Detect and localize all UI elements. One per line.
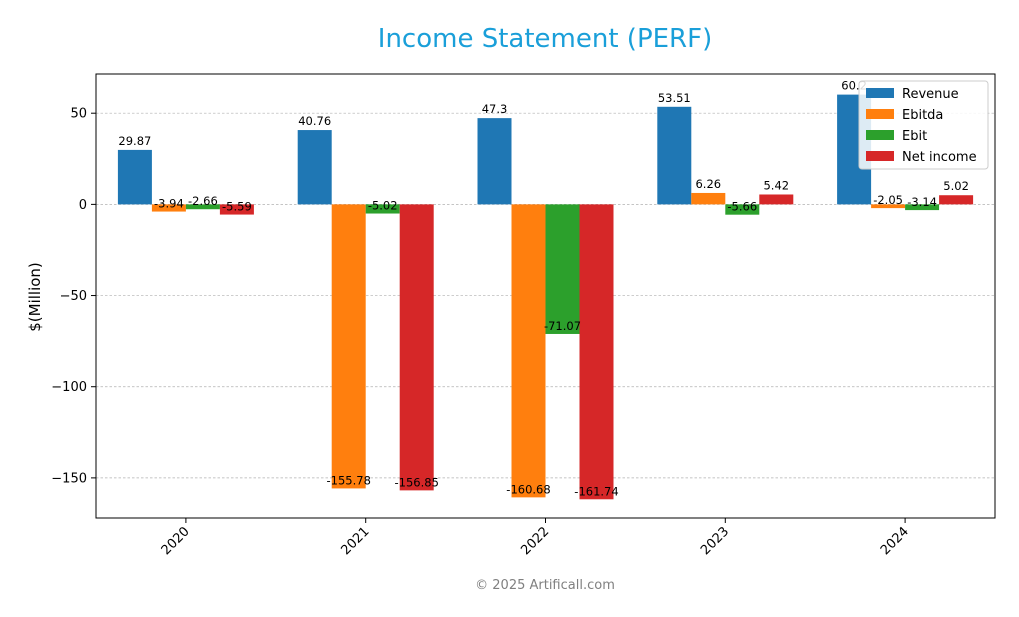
x-axis: 2020 2021 2022 2023 2024 <box>159 518 912 558</box>
data-label: 53.51 <box>658 91 691 105</box>
bar <box>219 204 254 215</box>
bar <box>477 118 512 205</box>
data-label: -5.66 <box>727 200 757 214</box>
data-label: -156.85 <box>395 475 439 489</box>
y-axis: −150 −100 −50 0 50 <box>51 107 96 486</box>
y-tick-label: −50 <box>60 289 87 304</box>
data-label: -71.07 <box>544 319 581 333</box>
legend-box <box>858 80 989 170</box>
y-tick-label: 0 <box>79 198 87 213</box>
data-label: -5.59 <box>222 200 252 214</box>
data-label: 5.02 <box>943 179 969 193</box>
bar <box>297 130 332 205</box>
legend-label: Net income <box>902 150 977 165</box>
y-axis-label: $(Million) <box>26 262 44 332</box>
data-label: -3.14 <box>907 195 937 209</box>
legend-swatch <box>866 130 894 140</box>
bar <box>331 204 366 489</box>
x-tick-label: 2021 <box>339 524 373 558</box>
data-label: -155.78 <box>327 473 371 487</box>
data-label: 47.3 <box>482 102 508 116</box>
bar <box>579 204 614 500</box>
legend-label: Revenue <box>902 87 959 102</box>
bar <box>117 149 152 205</box>
bar <box>725 204 760 215</box>
data-labels: 29.8740.7647.353.5160.2-3.94-155.78-160.… <box>118 79 968 499</box>
bar <box>151 204 186 212</box>
y-tick-label: 50 <box>70 107 87 122</box>
legend-label: Ebitda <box>902 108 943 123</box>
data-label: 29.87 <box>118 134 151 148</box>
y-tick-label: −100 <box>51 380 87 395</box>
x-tick-label: 2020 <box>159 524 193 558</box>
data-label: -2.66 <box>188 194 218 208</box>
bar <box>399 204 434 491</box>
data-label: -161.74 <box>574 484 618 498</box>
data-label: 40.76 <box>298 114 331 128</box>
copyright-footer: © 2025 Artificall.com <box>475 578 615 593</box>
legend-swatch <box>866 151 894 161</box>
bar <box>905 204 940 211</box>
data-label: 6.26 <box>695 177 721 191</box>
x-tick-label: 2023 <box>698 524 732 558</box>
bar <box>939 195 974 205</box>
bar <box>511 204 546 498</box>
bar <box>185 204 220 210</box>
data-label: -2.05 <box>873 193 903 207</box>
data-label: -160.68 <box>506 482 550 496</box>
bar <box>691 192 726 205</box>
bar <box>871 204 906 209</box>
legend-label: Ebit <box>902 129 927 144</box>
data-label: -5.02 <box>368 199 398 213</box>
data-label: 5.42 <box>763 178 789 192</box>
bar <box>759 194 794 205</box>
legend-swatch <box>866 88 894 98</box>
bars <box>117 94 974 500</box>
y-tick-label: −150 <box>51 471 87 486</box>
x-tick-label: 2024 <box>878 524 912 558</box>
legend: Revenue Ebitda Ebit Net income <box>858 80 989 170</box>
bar <box>657 106 692 205</box>
bar <box>545 204 580 334</box>
x-tick-label: 2022 <box>518 524 552 558</box>
bar <box>365 204 400 214</box>
data-label: -3.94 <box>154 197 184 211</box>
legend-swatch <box>866 109 894 119</box>
chart-title: Income Statement (PERF) <box>378 24 712 54</box>
